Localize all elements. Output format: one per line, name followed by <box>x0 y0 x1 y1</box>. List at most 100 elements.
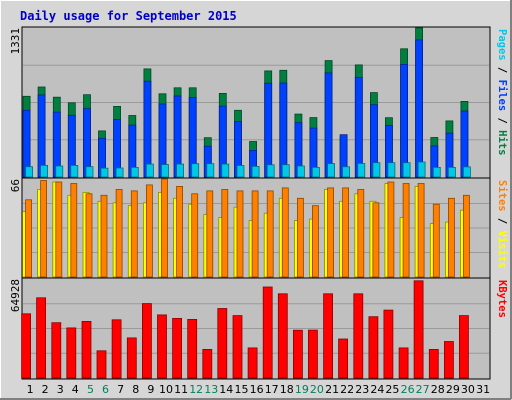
bar-kbytes-day-17 <box>262 286 273 379</box>
legend-visits: Visits <box>496 231 508 269</box>
bar-pages-day-27 <box>417 161 426 178</box>
day-label-14: 14 <box>219 383 233 396</box>
bar-kbytes-day-22 <box>338 338 349 379</box>
day-label-27: 27 <box>416 383 430 396</box>
bar-kbytes-day-28 <box>428 348 439 379</box>
bar-kbytes-day-29 <box>443 341 454 379</box>
bar-pages-day-23 <box>357 163 366 178</box>
day-label-1: 1 <box>27 383 34 396</box>
bar-pages-day-24 <box>372 162 381 178</box>
bar-kbytes-day-21 <box>323 293 334 379</box>
bar-pages-day-7 <box>115 167 124 178</box>
x-axis-day-labels: 1 2 3 4 5 6 7 8 9 10 11 12 13 14 15 16 17 18 19 20 21 22 23 24 2… <box>27 383 491 396</box>
day-label-28: 28 <box>431 383 445 396</box>
day-label-4: 4 <box>72 383 79 396</box>
ymax-label-bottom: 64928 <box>9 279 22 312</box>
bar-files-day-26 <box>400 64 409 178</box>
day-label-6: 6 <box>102 383 109 396</box>
bar-sites-day-12 <box>191 193 199 278</box>
bar-sites-day-13 <box>206 190 214 278</box>
day-label-12: 12 <box>189 383 203 396</box>
bar-sites-day-23 <box>357 188 365 278</box>
bar-sites-day-20 <box>311 205 319 278</box>
bar-sites-day-18 <box>281 187 289 278</box>
day-label-10: 10 <box>159 383 173 396</box>
bar-pages-day-3 <box>55 165 64 178</box>
day-label-16: 16 <box>250 383 264 396</box>
legend-sites: Sites <box>496 180 508 212</box>
legend-hits: Hits <box>496 130 508 155</box>
bar-pages-day-14 <box>221 163 230 178</box>
bar-kbytes-day-11 <box>172 317 183 379</box>
day-label-22: 22 <box>340 383 354 396</box>
bar-sites-day-26 <box>402 183 410 278</box>
bar-kbytes-day-13 <box>202 348 213 379</box>
bar-sites-day-11 <box>176 185 184 278</box>
bar-kbytes-day-26 <box>398 347 409 379</box>
bar-pages-day-25 <box>387 162 396 178</box>
bar-sites-day-27 <box>417 183 425 278</box>
day-label-8: 8 <box>132 383 139 396</box>
bar-sites-day-6 <box>100 194 108 278</box>
bar-files-day-9 <box>143 80 152 178</box>
bar-kbytes-day-10 <box>157 314 167 379</box>
bar-kbytes-day-24 <box>368 316 379 379</box>
bar-files-day-18 <box>279 82 288 178</box>
day-label-21: 21 <box>325 383 339 396</box>
bar-kbytes-day-30 <box>458 315 469 379</box>
bar-sites-day-4 <box>70 183 78 278</box>
bar-kbytes-day-18 <box>277 293 288 379</box>
bar-sites-day-22 <box>342 187 350 278</box>
bar-kbytes-day-15 <box>232 315 243 379</box>
bar-sites-day-19 <box>296 197 304 278</box>
bar-kbytes-day-25 <box>383 309 394 379</box>
bar-pages-day-4 <box>70 164 79 178</box>
bar-sites-day-9 <box>145 184 153 278</box>
bar-pages-day-20 <box>311 166 320 178</box>
bar-kbytes-day-6 <box>96 350 107 379</box>
bar-pages-day-11 <box>176 163 185 178</box>
day-label-30: 30 <box>461 383 475 396</box>
legend-middle: Sites / Visits <box>496 180 508 269</box>
ymax-label-top: 1331 <box>9 28 22 55</box>
day-label-9: 9 <box>147 383 154 396</box>
bar-kbytes-day-19 <box>292 329 303 379</box>
legend-files: Files <box>496 80 508 112</box>
bar-pages-day-18 <box>281 164 290 178</box>
bar-kbytes-day-3 <box>51 322 62 379</box>
bar-pages-day-13 <box>206 163 215 178</box>
bar-sites-day-10 <box>161 178 168 278</box>
bar-pages-day-19 <box>296 165 305 178</box>
bar-pages-day-1 <box>25 166 34 178</box>
bar-sites-day-1 <box>25 199 33 278</box>
bar-pages-day-22 <box>342 166 351 178</box>
day-label-3: 3 <box>57 383 64 396</box>
bar-pages-day-6 <box>100 167 109 178</box>
legend-bottom: KBytes <box>496 280 508 318</box>
bar-sites-day-15 <box>236 190 244 278</box>
day-label-26: 26 <box>401 383 415 396</box>
day-label-17: 17 <box>265 383 279 396</box>
bar-kbytes-day-5 <box>81 320 92 379</box>
day-label-23: 23 <box>355 383 369 396</box>
day-label-31: 31 <box>476 383 490 396</box>
bar-files-day-21 <box>324 72 333 178</box>
bar-pages-day-26 <box>402 162 411 178</box>
legend-pages: Pages <box>496 29 508 61</box>
bar-sites-day-28 <box>432 203 440 278</box>
bar-sites-day-5 <box>85 193 93 278</box>
day-label-7: 7 <box>117 383 124 396</box>
bar-kbytes-day-7 <box>111 319 122 379</box>
bar-sites-day-17 <box>266 190 274 278</box>
bar-pages-day-10 <box>161 164 169 178</box>
legend-top: Pages / Files / Hits <box>496 29 508 155</box>
bar-kbytes-day-16 <box>247 347 258 379</box>
bar-kbytes-day-23 <box>353 293 364 379</box>
legend-separator: / <box>496 111 508 130</box>
bar-sites-day-7 <box>115 188 123 278</box>
day-label-2: 2 <box>42 383 49 396</box>
bar-pages-day-12 <box>191 163 200 178</box>
bar-sites-day-16 <box>251 190 259 278</box>
bar-pages-day-21 <box>327 163 336 178</box>
